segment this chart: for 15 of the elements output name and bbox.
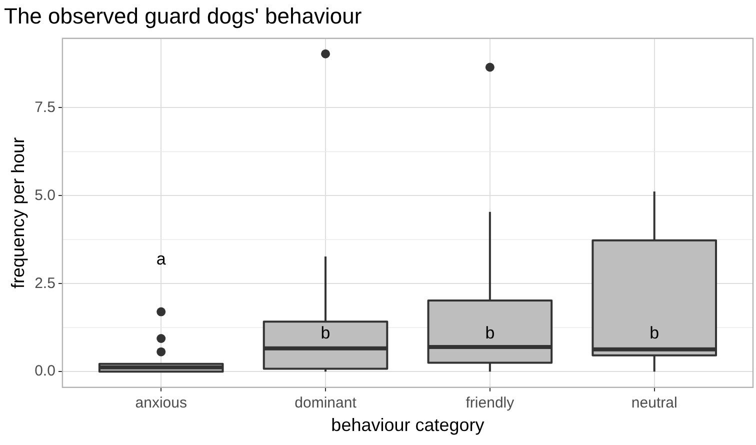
- x-tick-label: dominant: [294, 394, 358, 412]
- y-tick-label: 0.0: [34, 362, 56, 380]
- chart-title: The observed guard dogs' behaviour: [4, 3, 362, 28]
- y-tick-label: 5.0: [34, 186, 56, 204]
- x-tick-label: neutral: [631, 394, 678, 412]
- annotation: a: [156, 249, 166, 268]
- annotation: b: [650, 323, 660, 342]
- y-tick-label: 7.5: [34, 98, 56, 116]
- annotation: b: [485, 323, 495, 342]
- x-tick-label: friendly: [466, 394, 515, 412]
- x-axis-title: behaviour category: [331, 415, 484, 436]
- y-tick-label: 2.5: [34, 274, 56, 292]
- x-tick-label: anxious: [135, 394, 187, 412]
- annotation: b: [320, 323, 330, 342]
- y-axis-title: frequency per hour: [8, 137, 28, 288]
